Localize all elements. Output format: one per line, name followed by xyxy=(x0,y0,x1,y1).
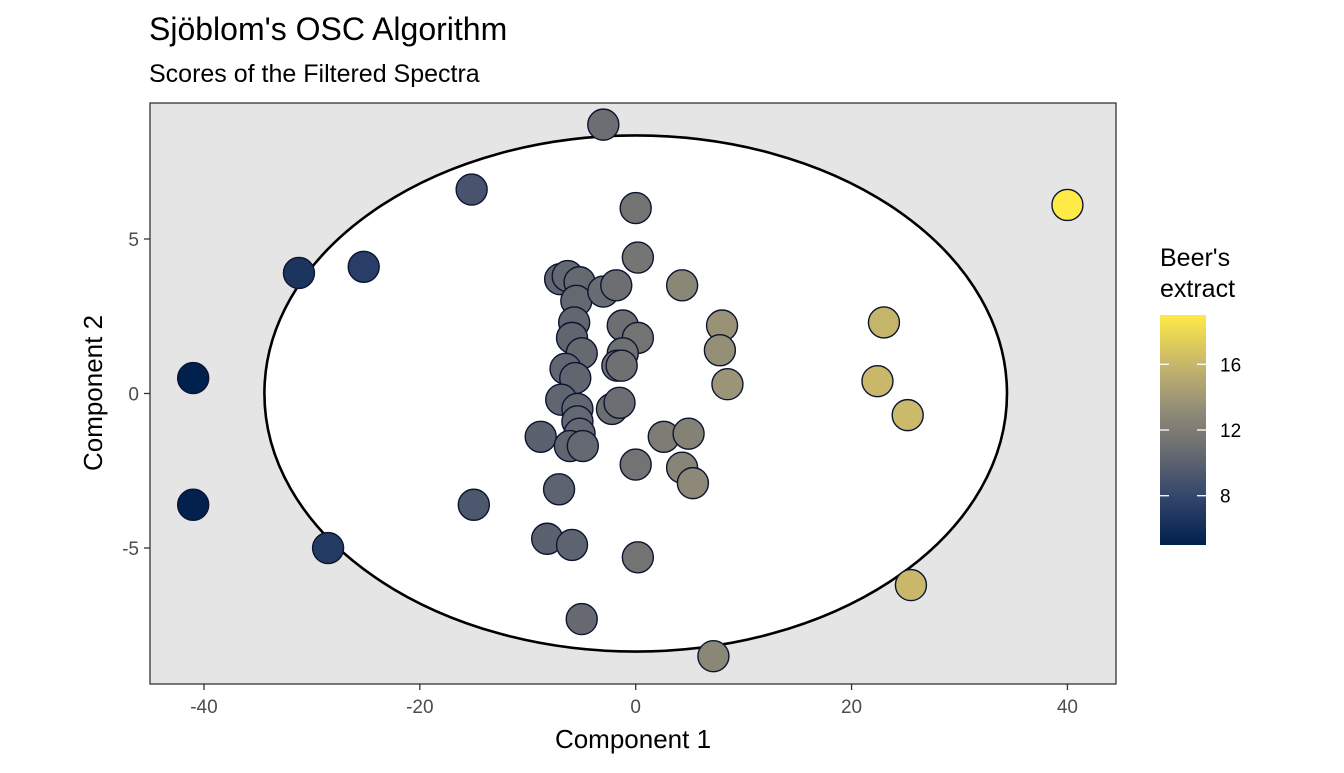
legend-title-line-1: Beer's xyxy=(1160,244,1230,272)
x-axis: -40 -20 0 20 40 xyxy=(190,684,1078,718)
chart-subtitle: Scores of the Filtered Spectra xyxy=(149,60,480,88)
confidence-ellipse xyxy=(263,134,1009,653)
data-point xyxy=(861,364,894,398)
y-tick-label: 0 xyxy=(128,385,139,406)
legend-tick-label: 12 xyxy=(1220,421,1241,442)
x-tick-label: 40 xyxy=(1057,697,1078,718)
data-point xyxy=(605,349,638,382)
data-point xyxy=(891,398,924,432)
data-point xyxy=(455,173,488,206)
data-point xyxy=(619,191,652,225)
data-point xyxy=(542,473,576,506)
data-point xyxy=(457,488,490,521)
x-tick-label: -40 xyxy=(190,697,217,718)
points-layer xyxy=(176,108,1084,673)
y-tick-label: 5 xyxy=(128,230,139,251)
data-point xyxy=(603,386,636,419)
x-tick-label: 20 xyxy=(841,697,862,718)
data-point xyxy=(176,488,210,521)
data-point xyxy=(524,420,557,453)
data-point xyxy=(711,368,744,401)
legend-ticks: 8 12 16 xyxy=(1160,355,1241,508)
data-point xyxy=(282,256,316,290)
x-axis-label: Component 1 xyxy=(555,724,711,754)
data-point xyxy=(587,108,620,141)
data-point xyxy=(1051,188,1084,222)
data-point xyxy=(703,334,737,367)
color-legend: Beer's extract 8 12 16 xyxy=(1160,244,1241,545)
data-point xyxy=(697,639,730,673)
data-point xyxy=(347,250,380,283)
legend-tick-label: 16 xyxy=(1220,355,1241,376)
data-point xyxy=(665,269,699,302)
y-axis: -5 0 5 xyxy=(122,230,150,560)
data-point xyxy=(672,417,705,450)
data-point xyxy=(555,528,589,562)
data-point xyxy=(867,306,901,339)
data-point xyxy=(894,568,928,602)
x-tick-label: -20 xyxy=(406,697,433,718)
y-tick-label: -5 xyxy=(122,539,139,560)
data-point xyxy=(176,361,210,395)
data-point xyxy=(621,541,655,574)
data-point xyxy=(621,241,655,274)
data-point xyxy=(311,531,345,565)
x-tick-label: 0 xyxy=(630,697,641,718)
data-point xyxy=(600,269,633,302)
legend-tick-label: 8 xyxy=(1220,487,1231,508)
data-point xyxy=(566,429,600,463)
data-point xyxy=(619,448,652,481)
data-point xyxy=(565,602,598,636)
data-point xyxy=(676,466,710,500)
legend-title-line-2: extract xyxy=(1160,275,1235,303)
y-axis-label: Component 2 xyxy=(78,315,108,471)
chart-title: Sjöblom's OSC Algorithm xyxy=(149,11,507,47)
